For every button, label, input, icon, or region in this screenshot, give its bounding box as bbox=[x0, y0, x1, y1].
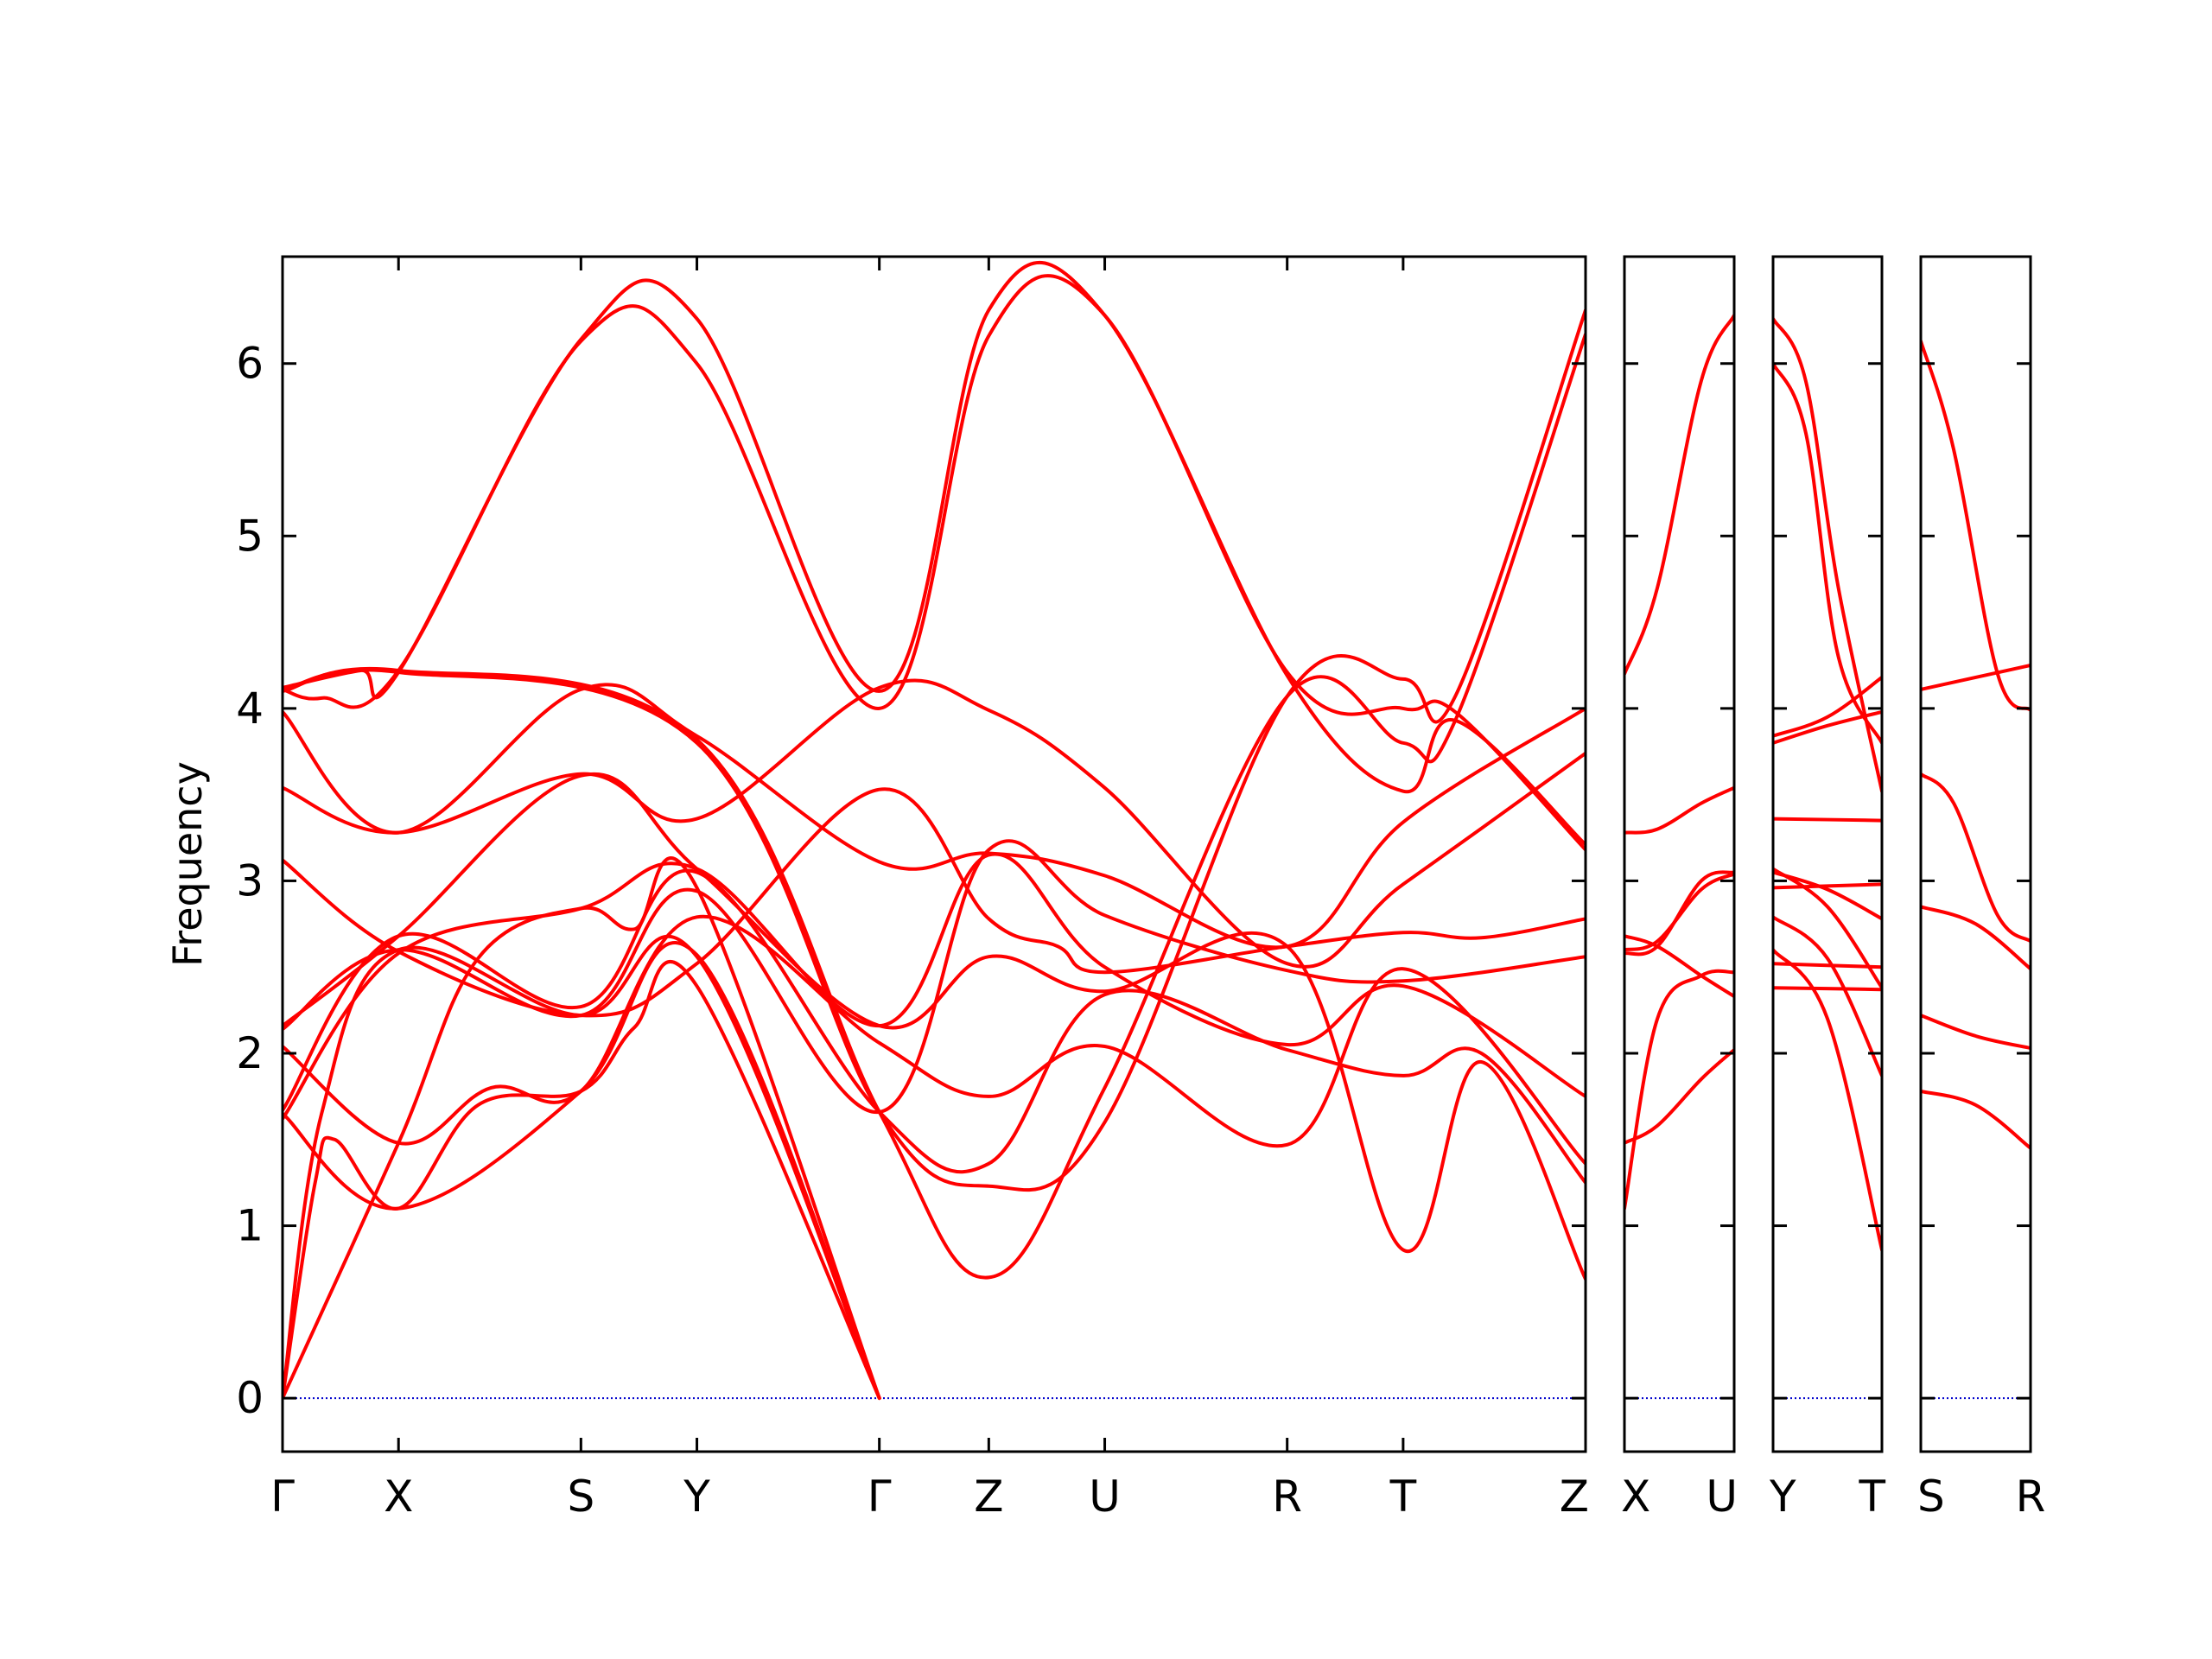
panel-frame bbox=[1771, 255, 1884, 1453]
bands bbox=[1624, 313, 1734, 1211]
band-3 bbox=[1921, 772, 2031, 944]
x-tick-label: Z bbox=[1560, 1471, 1589, 1522]
band-12 bbox=[1773, 986, 1882, 992]
band-3 bbox=[283, 934, 881, 1401]
panel-frame bbox=[281, 255, 1587, 1453]
band-1 bbox=[1921, 339, 2031, 712]
band-7 bbox=[283, 772, 1586, 1281]
y-axis-label: Frequency bbox=[164, 761, 211, 967]
band-3 bbox=[1624, 934, 1734, 999]
x-tick-label: S bbox=[1917, 1471, 1945, 1522]
band-5 bbox=[1773, 817, 1882, 823]
x-tick-label: R bbox=[2016, 1471, 2046, 1522]
band-11 bbox=[1773, 962, 1882, 969]
band-1 bbox=[283, 960, 881, 1401]
band-6 bbox=[1624, 969, 1734, 1211]
y-tick-label: 1 bbox=[236, 1201, 264, 1251]
y-tick-label: 0 bbox=[236, 1373, 264, 1423]
y-tick-label: 2 bbox=[236, 1028, 264, 1078]
x-tick-label: T bbox=[1858, 1471, 1885, 1522]
band-4 bbox=[1921, 905, 2031, 971]
x-tick-label: U bbox=[1089, 1471, 1121, 1522]
band-9 bbox=[1773, 915, 1882, 1077]
band-9 bbox=[283, 678, 1586, 969]
band-5 bbox=[1624, 1048, 1734, 1145]
band-7 bbox=[1773, 870, 1882, 921]
x-tick-label: X bbox=[1621, 1471, 1650, 1522]
band-3 bbox=[1773, 675, 1882, 738]
x-tick-label: T bbox=[1389, 1471, 1417, 1522]
bands bbox=[1773, 316, 1882, 1252]
band-10 bbox=[283, 683, 1586, 950]
band-8 bbox=[1773, 882, 1882, 890]
panel-frame bbox=[1623, 255, 1736, 1453]
x-tick-label: R bbox=[1272, 1471, 1302, 1522]
band-7 bbox=[1624, 870, 1734, 957]
y-tick-label: 3 bbox=[236, 855, 264, 906]
band-6 bbox=[283, 914, 1586, 1166]
bands bbox=[1921, 339, 2031, 1150]
x-tick-label: Y bbox=[1769, 1471, 1796, 1522]
band-11 bbox=[283, 274, 1586, 852]
band-10 bbox=[1773, 948, 1882, 1252]
band-2 bbox=[1921, 664, 2031, 691]
band-16 bbox=[283, 852, 1586, 1121]
x-tick-label: Γ bbox=[270, 1471, 295, 1522]
x-tick-label: Γ bbox=[868, 1471, 892, 1522]
band-12 bbox=[283, 260, 1586, 847]
band-13 bbox=[283, 308, 1586, 1192]
y-tick-label: 6 bbox=[236, 339, 264, 389]
band-6 bbox=[1921, 1089, 2031, 1150]
bands bbox=[283, 260, 1586, 1401]
band-4 bbox=[283, 940, 881, 1401]
panel-frame bbox=[1919, 255, 2032, 1453]
band-15 bbox=[283, 839, 1586, 1114]
x-tick-label: U bbox=[1706, 1471, 1738, 1522]
x-tick-label: Y bbox=[683, 1471, 710, 1522]
panel-1: 0 1 2 3 4 5 6 Γ X S Y Γ Z U R T Z bbox=[236, 255, 1589, 1522]
band-14 bbox=[283, 332, 1586, 1280]
x-tick-label: S bbox=[567, 1471, 594, 1522]
x-tick-label: X bbox=[384, 1471, 413, 1522]
y-tick-label: 5 bbox=[236, 511, 264, 561]
x-tick-label: Z bbox=[974, 1471, 1003, 1522]
band-2 bbox=[1773, 361, 1882, 745]
band-1 bbox=[1624, 313, 1734, 676]
band-5 bbox=[1921, 1014, 2031, 1050]
band-2 bbox=[1624, 785, 1734, 835]
band-4 bbox=[1773, 709, 1882, 745]
band-2 bbox=[283, 856, 881, 1401]
y-tick-label: 4 bbox=[236, 683, 264, 734]
band-5 bbox=[283, 868, 1586, 1185]
